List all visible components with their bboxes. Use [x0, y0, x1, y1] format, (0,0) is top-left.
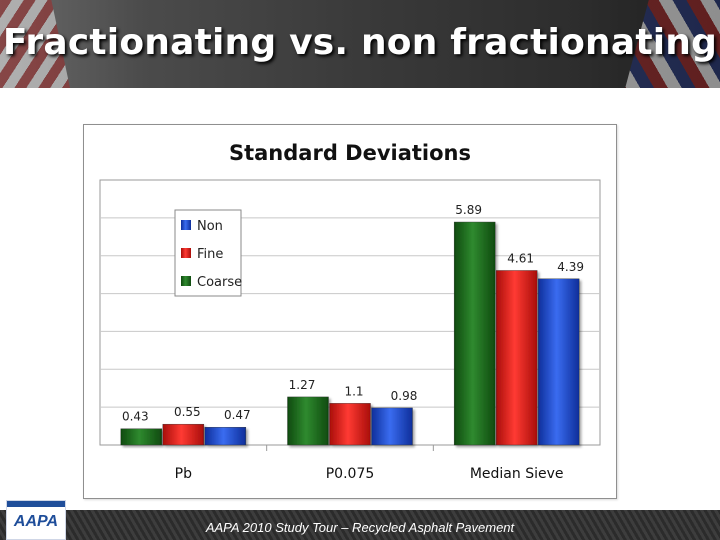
data-label: 4.61 [507, 251, 534, 265]
footer-text: AAPA 2010 Study Tour – Recycled Asphalt … [205, 520, 515, 535]
data-label: 1.27 [289, 378, 316, 392]
data-label: 0.47 [224, 408, 251, 422]
data-label: 0.43 [122, 410, 149, 424]
header-banner: Fractionating vs. non fractionating [0, 0, 720, 88]
logo-bar [7, 501, 65, 507]
data-label: 5.89 [455, 203, 482, 217]
bar-fine-1 [329, 403, 371, 446]
bar-coarse-0 [120, 428, 163, 446]
footer-bar: AAPA 2010 Study Tour – Recycled Asphalt … [0, 510, 720, 540]
category-label: Median Sieve [470, 466, 564, 482]
legend-label-non: Non [197, 219, 223, 234]
bar-non-2 [537, 278, 580, 446]
legend-swatch-coarse [181, 276, 191, 286]
legend-swatch-fine [181, 248, 191, 258]
bar-non-1 [371, 407, 413, 446]
aapa-logo: AAPA [6, 500, 66, 540]
data-label: 1.1 [344, 384, 363, 398]
category-label: P0.075 [326, 466, 375, 482]
bar-non-0 [204, 427, 247, 446]
bar-fine-0 [162, 423, 205, 446]
chart-panel: Standard Deviations 0.43 0.55 0.47 Pb 1.27 1.… [83, 124, 617, 499]
legend-label-fine: Fine [197, 247, 223, 262]
data-label: 0.98 [391, 389, 418, 403]
legend-swatch-non [181, 220, 191, 230]
bar-fine-2 [495, 270, 538, 446]
category-label: Pb [175, 466, 192, 482]
bar-coarse-2 [453, 221, 496, 446]
logo-text: AAPA [13, 513, 59, 530]
bar-coarse-1 [287, 396, 329, 446]
data-label: 0.55 [174, 405, 201, 419]
chart-title: Standard Deviations [228, 141, 472, 165]
slide-title: Fractionating vs. non fractionating [2, 22, 718, 63]
legend-label-coarse: Coarse [197, 275, 242, 290]
data-label: 4.39 [557, 260, 584, 274]
bar-chart: 0.43 0.55 0.47 Pb 1.27 1.1 0.98 P0.075 5.89 4.61 4… [99, 179, 601, 482]
